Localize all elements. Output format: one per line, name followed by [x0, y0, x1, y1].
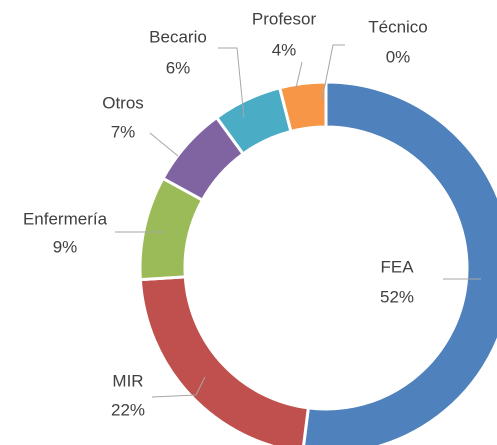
value-label: 6% [166, 58, 191, 77]
leader-line [321, 44, 345, 101]
value-label: 22% [111, 400, 145, 419]
slice [302, 80, 497, 445]
category-label: Técnico [368, 17, 428, 36]
value-label: 9% [53, 237, 78, 256]
leader-line [295, 61, 303, 89]
leader-line [218, 47, 245, 119]
value-label: 52% [380, 287, 414, 306]
category-label: Profesor [252, 9, 317, 28]
category-label: Enfermería [23, 209, 108, 228]
category-label: MIR [112, 371, 143, 390]
category-label: Otros [102, 93, 144, 112]
slice [138, 275, 311, 445]
value-label: 4% [272, 40, 297, 59]
category-label: Becario [149, 27, 207, 46]
value-label: 7% [111, 122, 136, 141]
value-label: 0% [386, 47, 411, 66]
category-label: FEA [380, 257, 414, 276]
leader-line [149, 132, 179, 157]
leader-line [151, 376, 206, 398]
